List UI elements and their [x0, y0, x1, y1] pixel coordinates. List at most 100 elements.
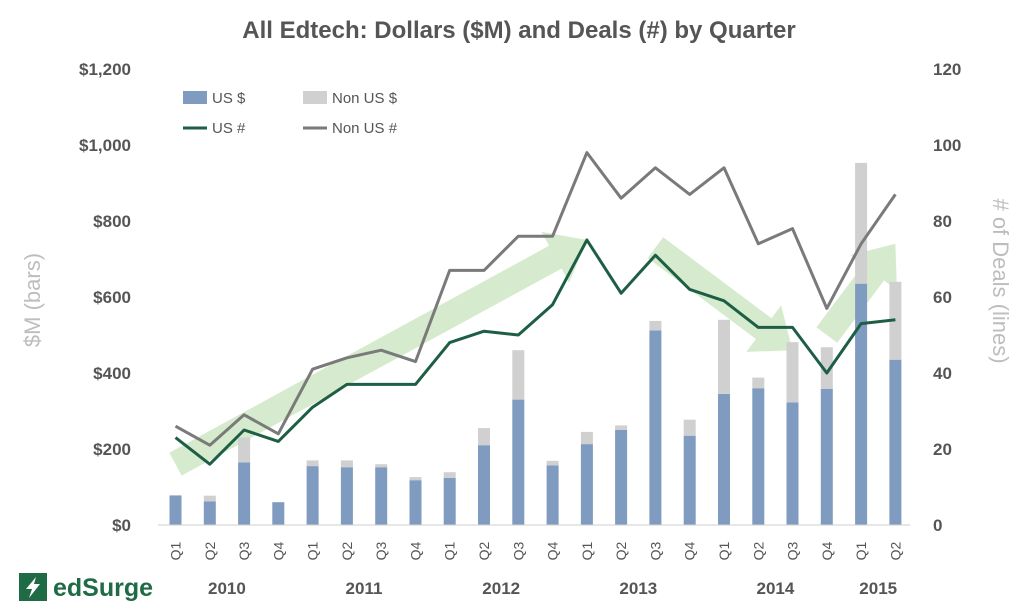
- year-label: 2010: [208, 579, 246, 598]
- x-tick-label: Q4: [682, 541, 698, 560]
- right-tick-label: 120: [933, 60, 961, 79]
- bar-us-dollars: [752, 388, 765, 525]
- bar-us-dollars: [889, 359, 902, 525]
- right-tick-label: 40: [933, 364, 952, 383]
- bar-us-dollars: [855, 283, 868, 525]
- trend-arrow-2: [647, 237, 793, 352]
- legend-swatch-us-dollars: [183, 91, 207, 104]
- bar-non-us-dollars: [786, 342, 799, 403]
- bar-us-dollars: [718, 393, 730, 525]
- bar-non-us-dollars: [375, 464, 388, 468]
- left-tick-label: $1,000: [79, 136, 131, 155]
- bar-us-dollars: [443, 477, 456, 525]
- bar-non-us-dollars: [238, 437, 251, 463]
- lines: [174, 151, 897, 466]
- bar-non-us-dollars: [546, 460, 559, 466]
- bar-non-us-dollars: [409, 477, 422, 481]
- bar-us-dollars: [169, 495, 182, 525]
- left-axis-ticks: $0 $200 $400 $600 $800 $1,000 $1,200: [79, 60, 131, 535]
- bar-non-us-dollars: [580, 431, 593, 445]
- right-axis-ticks: 0 20 40 60 80 100 120: [933, 60, 961, 535]
- left-tick-label: $200: [93, 440, 131, 459]
- x-tick-label: Q3: [373, 541, 389, 560]
- year-label: 2015: [859, 579, 897, 598]
- year-label: 2013: [619, 579, 657, 598]
- bar-us-dollars: [615, 430, 628, 525]
- line-non-us-deals: [174, 151, 897, 447]
- legend-swatch-non-us-dollars: [303, 91, 327, 104]
- right-tick-label: 60: [933, 288, 952, 307]
- bar-us-dollars: [580, 444, 593, 525]
- bar-non-us-dollars: [820, 347, 833, 389]
- legend-label-us-dollars: US $: [212, 90, 246, 107]
- x-tick-label: Q2: [339, 541, 355, 560]
- x-tick-label: Q1: [716, 541, 732, 560]
- bars: [169, 162, 902, 525]
- bar-us-dollars: [409, 480, 422, 525]
- left-tick-label: $600: [93, 288, 131, 307]
- left-tick-label: $800: [93, 212, 131, 231]
- bar-us-dollars: [512, 399, 525, 525]
- x-tick-label: Q4: [819, 541, 835, 560]
- left-axis-title: $M (bars): [20, 253, 45, 347]
- bar-non-us-dollars: [683, 419, 696, 436]
- left-tick-label: $0: [112, 516, 131, 535]
- bar-us-dollars: [272, 502, 285, 525]
- logo-text: edSurge: [53, 574, 153, 602]
- x-tick-label: Q1: [168, 541, 184, 560]
- bar-us-dollars: [683, 435, 696, 525]
- bar-non-us-dollars: [306, 460, 319, 467]
- right-tick-label: 20: [933, 440, 952, 459]
- bar-non-us-dollars: [340, 460, 353, 468]
- left-tick-label: $400: [93, 364, 131, 383]
- year-label: 2012: [482, 579, 520, 598]
- bar-us-dollars: [546, 465, 559, 525]
- legend-label-non-us-deals: Non US #: [332, 120, 398, 137]
- bar-non-us-dollars: [718, 319, 730, 394]
- bar-us-dollars: [340, 467, 353, 525]
- x-tick-label: Q2: [750, 541, 766, 560]
- bar-us-dollars: [649, 330, 662, 525]
- x-tick-label: Q2: [476, 541, 492, 560]
- x-axis-ticks: Q1 Q2 Q3 Q4 Q1 Q2 Q3 Q4 Q1 Q2 Q3 Q4 Q1 Q2 Q3 Q4 Q1 Q2 Q3 Q4…: [168, 541, 904, 560]
- year-labels: 2010 2011 2012 2013 2014 2015: [208, 579, 897, 598]
- bar-us-dollars: [375, 467, 388, 525]
- year-label: 2014: [756, 579, 794, 598]
- chart-title: All Edtech: Dollars ($M) and Deals (#) b…: [242, 17, 795, 44]
- legend-label-us-deals: US #: [212, 120, 246, 137]
- x-tick-label: Q2: [202, 541, 218, 560]
- right-tick-label: 0: [933, 516, 942, 535]
- left-tick-label: $1,200: [79, 60, 131, 79]
- right-tick-label: 100: [933, 136, 961, 155]
- bar-non-us-dollars: [752, 377, 765, 389]
- edsurge-logo: edSurge: [19, 573, 153, 602]
- bar-us-dollars: [306, 466, 319, 525]
- bar-non-us-dollars: [443, 472, 456, 478]
- line-us-deals: [174, 238, 896, 466]
- bar-non-us-dollars: [649, 320, 662, 331]
- x-tick-label: Q4: [270, 541, 286, 560]
- lightning-icon: [26, 577, 40, 598]
- x-tick-label: Q2: [613, 541, 629, 560]
- bar-non-us-dollars: [615, 425, 628, 430]
- legend-label-non-us-dollars: Non US $: [332, 90, 398, 107]
- x-tick-label: Q1: [579, 541, 595, 560]
- bar-us-dollars: [786, 402, 799, 525]
- right-axis-title: # of Deals (lines): [988, 198, 1013, 363]
- x-tick-label: Q4: [545, 541, 561, 560]
- x-tick-label: Q1: [853, 541, 869, 560]
- trend-arrow-1: [169, 231, 587, 476]
- x-tick-label: Q3: [647, 541, 663, 560]
- x-tick-label: Q2: [887, 541, 903, 560]
- x-tick-label: Q3: [510, 541, 526, 560]
- bar-non-us-dollars: [478, 428, 490, 446]
- bar-non-us-dollars: [855, 162, 868, 284]
- bar-us-dollars: [478, 445, 490, 525]
- bar-us-dollars: [820, 389, 833, 525]
- x-tick-label: Q3: [236, 541, 252, 560]
- year-label: 2011: [346, 579, 383, 598]
- x-tick-label: Q1: [305, 541, 321, 560]
- bar-us-dollars: [238, 462, 251, 525]
- bar-non-us-dollars: [203, 495, 216, 502]
